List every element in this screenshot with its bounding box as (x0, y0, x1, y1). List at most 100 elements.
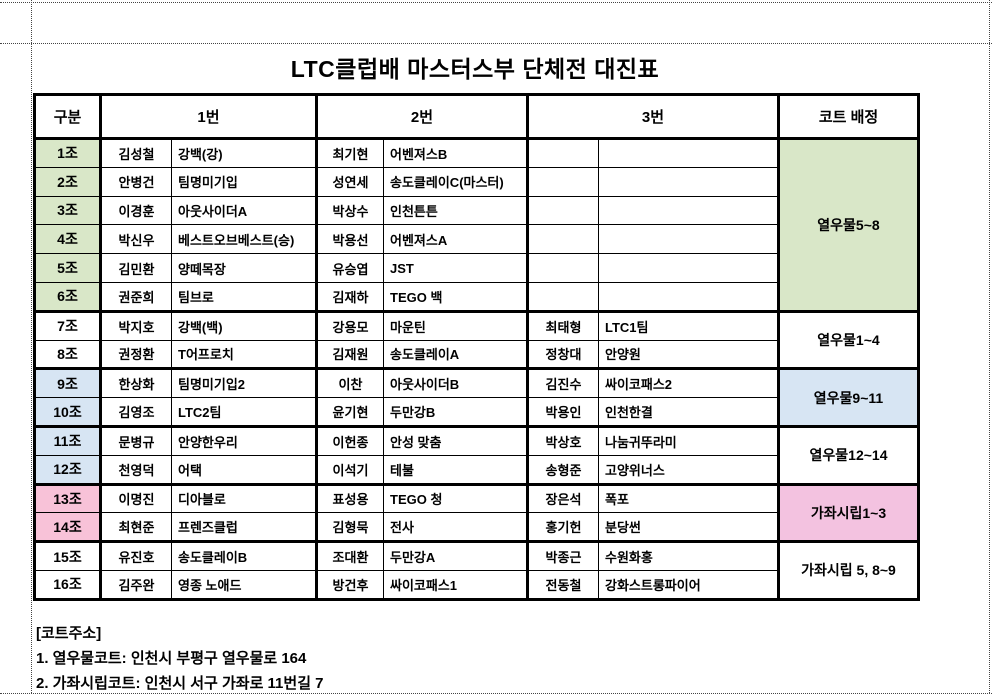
table-row: 4조 박신우 베스트오브베스트(승) 박용선 어벤져스A (34, 224, 919, 255)
cell-player2-name: 김재하 (316, 282, 384, 313)
cell-team2-name: 인천튼튼 (383, 196, 529, 226)
cell-team1-name: LTC2팀 (171, 397, 318, 428)
cell-player2-name: 유승엽 (316, 253, 384, 283)
bracket-table: 구분 1번 2번 3번 코트 배정 1조 김성철 강백(강) 최기현 어벤져스B 열우물5… (33, 93, 920, 601)
cell-group-label: 3조 (34, 196, 102, 226)
table-row: 2조 안병건 팀명미기입 성연세 송도클레이C(마스터) (34, 167, 919, 197)
cell-group-label: 10조 (34, 397, 102, 428)
cell-team2-name: 마운틴 (383, 311, 529, 341)
cell-team1-name: 영종 노애드 (171, 570, 318, 601)
cell-player3-name: 전동철 (527, 570, 599, 601)
cell-player3-name: 장은석 (527, 484, 599, 514)
cell-player1-name: 김영조 (100, 397, 172, 428)
cell-group-label: 1조 (34, 138, 102, 168)
cell-player2-name: 조대환 (316, 541, 384, 571)
cell-team2-name: TEGO 백 (383, 282, 529, 313)
cell-player1-name: 박신우 (100, 224, 172, 255)
table-row: 7조 박지호 강백(백) 강용모 마운틴 최태형 LTC1팀 열우물1~4 (34, 311, 919, 371)
cell-team2-name: 테불 (383, 455, 529, 486)
col-header-no1: 1번 (100, 94, 318, 140)
header-row: 구분 1번 2번 3번 코트 배정 (34, 94, 919, 140)
table-row: 13조 이명진 디아블로 표성용 TEGO 청 장은석 폭포 가좌시립1~3 (34, 484, 919, 544)
cell-player1-name: 김성철 (100, 138, 172, 168)
table-row: 11조 문병규 안양한우리 이헌종 안성 맞춤 박상호 나눔귀뚜라미 열우물12~14 (34, 426, 919, 486)
cell-player3-name: 박종근 (527, 541, 599, 571)
cell-team3-name (598, 253, 780, 283)
cell-player2-name: 윤기현 (316, 397, 384, 428)
cell-court-assignment: 가좌시립1~3 (778, 484, 919, 544)
col-header-no3: 3번 (527, 94, 780, 140)
cell-player3-name (527, 224, 599, 255)
cell-court-assignment: 가좌시립 5, 8~9 (778, 541, 919, 601)
cell-player1-name: 권정환 (100, 340, 172, 371)
cell-team3-name (598, 224, 780, 255)
cell-player2-name: 성연세 (316, 167, 384, 197)
cell-group-label: 6조 (34, 282, 102, 313)
col-header-no2: 2번 (316, 94, 529, 140)
cell-team2-name: 어벤져스A (383, 224, 529, 255)
cell-player3-name: 홍기헌 (527, 512, 599, 544)
cell-player2-name: 최기현 (316, 138, 384, 168)
cell-team3-name: 싸이코패스2 (598, 368, 780, 399)
cell-team1-name: 팀명미기입2 (171, 368, 318, 399)
cell-team1-name: 양떼목장 (171, 253, 318, 283)
cell-team3-name: LTC1팀 (598, 311, 780, 341)
cell-team3-name (598, 282, 780, 313)
cell-group-label: 12조 (34, 455, 102, 486)
cell-group-label: 8조 (34, 340, 102, 371)
cell-team2-name: TEGO 청 (383, 484, 529, 514)
cell-team2-name: 송도클레이C(마스터) (383, 167, 529, 197)
cell-team3-name (598, 196, 780, 226)
cell-team1-name: 강백(강) (171, 138, 318, 168)
cell-team1-name: 안양한우리 (171, 426, 318, 456)
cell-player2-name: 강용모 (316, 311, 384, 341)
cell-player2-name: 이찬 (316, 368, 384, 399)
cell-player1-name: 이명진 (100, 484, 172, 514)
cell-team2-name: 안성 맞춤 (383, 426, 529, 456)
table-row: 5조 김민환 양떼목장 유승엽 JST (34, 253, 919, 283)
cell-player1-name: 천영덕 (100, 455, 172, 486)
cell-court-assignment: 열우물5~8 (778, 138, 919, 313)
cell-team3-name: 인천한결 (598, 397, 780, 428)
table-row: 9조 한상화 팀명미기입2 이찬 아웃사이더B 김진수 싸이코패스2 열우물9~11 (34, 368, 919, 428)
cell-player3-name: 박용인 (527, 397, 599, 428)
bracket-table-body: 1조 김성철 강백(강) 최기현 어벤져스B 열우물5~8 2조 안병건 팀명미기입 성연세 송도클… (34, 138, 919, 601)
cell-player2-name: 박상수 (316, 196, 384, 226)
cell-court-assignment: 열우물12~14 (778, 426, 919, 486)
cell-player3-name: 정창대 (527, 340, 599, 371)
table-row: 6조 권준희 팀브로 김재하 TEGO 백 (34, 282, 919, 313)
cell-player3-name (527, 196, 599, 226)
cell-player1-name: 문병규 (100, 426, 172, 456)
cell-player2-name: 표성용 (316, 484, 384, 514)
cell-team3-name: 안양원 (598, 340, 780, 371)
cell-team1-name: 아웃사이더A (171, 196, 318, 226)
cell-group-label: 2조 (34, 167, 102, 197)
footer-heading: [코트주소] (36, 625, 102, 642)
page-break-line-left (31, 0, 32, 693)
cell-team3-name (598, 167, 780, 197)
cell-team1-name: 디아블로 (171, 484, 318, 514)
cell-team1-name: 팀명미기입 (171, 167, 318, 197)
cell-team2-name: JST (383, 253, 529, 283)
cell-player1-name: 권준희 (100, 282, 172, 313)
cell-court-assignment: 열우물1~4 (778, 311, 919, 371)
cell-player3-name (527, 253, 599, 283)
page-break-line-top (0, 2, 992, 3)
cell-group-label: 13조 (34, 484, 102, 514)
cell-team2-name: 어벤져스B (383, 138, 529, 168)
cell-team3-name: 수원화홍 (598, 541, 780, 571)
cell-team1-name: 송도클레이B (171, 541, 318, 571)
cell-player2-name: 이석기 (316, 455, 384, 486)
col-header-court: 코트 배정 (778, 94, 919, 140)
cell-team2-name: 송도클레이A (383, 340, 529, 371)
col-header-group: 구분 (34, 94, 102, 140)
cell-group-label: 15조 (34, 541, 102, 571)
cell-team2-name: 두만강A (383, 541, 529, 571)
cell-player1-name: 최현준 (100, 512, 172, 544)
cell-player2-name: 이헌종 (316, 426, 384, 456)
page-break-line-right (989, 0, 990, 693)
footer-address-line-1: 1. 열우물코트: 인천시 부평구 열우물로 164 (36, 650, 307, 667)
cell-player1-name: 박지호 (100, 311, 172, 341)
table-row: 16조 김주완 영종 노애드 방건후 싸이코패스1 전동철 강화스트롱파이어 (34, 570, 919, 601)
